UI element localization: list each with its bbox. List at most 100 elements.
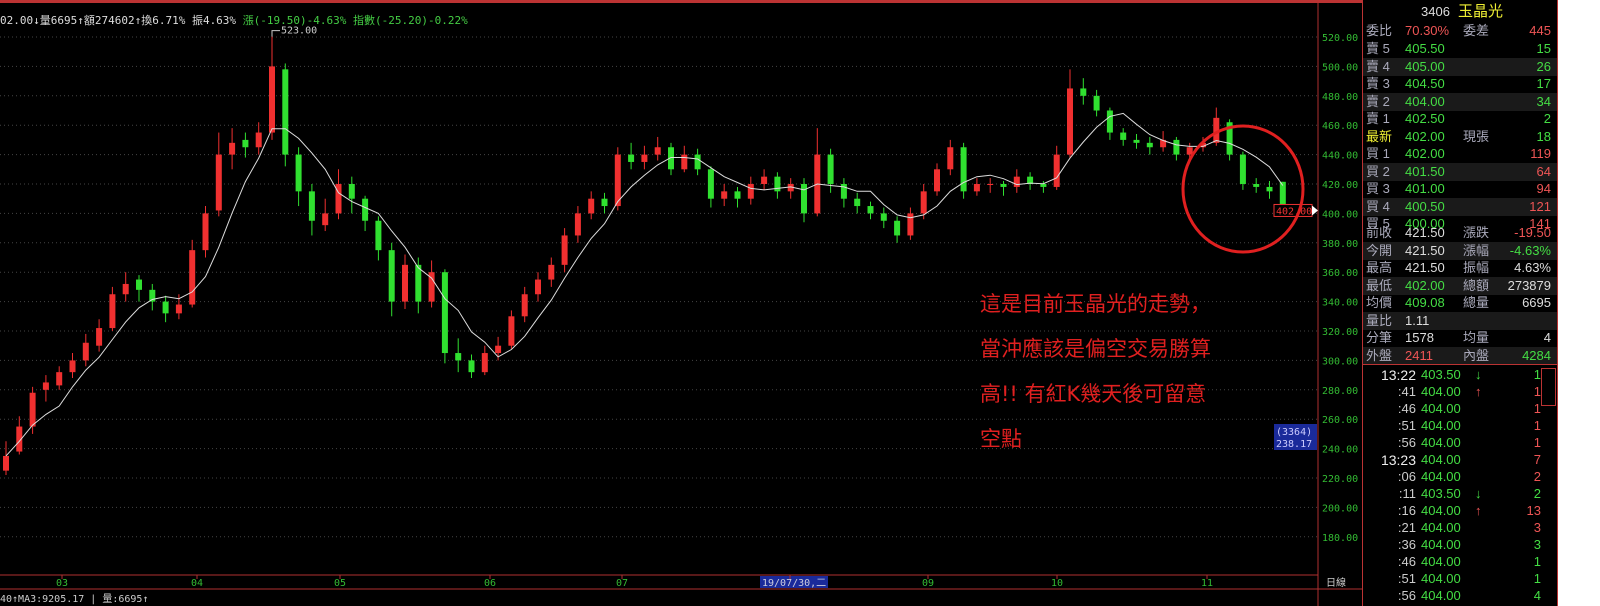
y-tick-label: 240.00 <box>1322 445 1358 456</box>
candle-body <box>1226 122 1233 155</box>
ask-row[interactable]: 賣 2 404.00 34 <box>1363 92 1557 111</box>
tick-row: :21 404.00 3 <box>1363 519 1557 537</box>
candle-body <box>1080 88 1087 96</box>
value: 2411 <box>1405 347 1433 363</box>
candlestick-chart[interactable]: 02.00↓量6695↑額274602↑換6.71% 振4.63% 漲(-19.… <box>0 0 1362 606</box>
tick-price: 403.50 <box>1421 486 1461 501</box>
value: 421.50 <box>1405 225 1445 240</box>
price: 401.00 <box>1405 181 1445 196</box>
candle-body <box>1040 184 1047 187</box>
candle-body <box>242 139 249 148</box>
y-tick-label: 520.00 <box>1322 33 1358 44</box>
tick-row: :46 404.00 1 <box>1363 400 1557 418</box>
value: -19.50 <box>1514 225 1551 240</box>
bid-row[interactable]: 買 4 400.50 121 <box>1363 197 1557 216</box>
label: 賣 3 <box>1366 76 1390 91</box>
candle-body <box>495 345 502 354</box>
price: 400.50 <box>1405 198 1445 214</box>
qty: 26 <box>1536 58 1551 74</box>
label: 內盤 <box>1463 347 1490 363</box>
stat-row: 最低 402.00 總額 273879 <box>1363 276 1557 295</box>
y-tick-label: 460.00 <box>1322 121 1358 132</box>
bid-row[interactable]: 買 5 400.00 141 <box>1363 215 1557 233</box>
tick-arrow-icon: ↑ <box>1475 384 1482 399</box>
candle-body <box>614 154 621 207</box>
ask-row[interactable]: 賣 1 402.50 2 <box>1363 110 1557 128</box>
candle-body <box>628 154 635 162</box>
candle-body <box>29 392 36 427</box>
candle-body <box>521 294 528 317</box>
tick-row: 13:22 403.50 ↓ 1 <box>1363 366 1557 384</box>
tick-row: :56 404.00 4 <box>1363 587 1557 605</box>
tick-qty: 7 <box>1533 452 1541 467</box>
value: 1.11 <box>1405 312 1430 328</box>
candle-body <box>880 213 887 221</box>
qty: 141 <box>1529 216 1551 231</box>
candle-body <box>295 154 302 192</box>
candle-body <box>973 184 980 192</box>
price-info: 02.00↓量6695↑額274602↑換6.71% 振4.63% <box>0 14 237 27</box>
price: 405.00 <box>1405 58 1445 74</box>
label: 賣 2 <box>1366 93 1390 109</box>
tick-row: :51 404.00 1 <box>1363 417 1557 435</box>
candle-body <box>415 264 422 302</box>
candle-body <box>1027 176 1034 184</box>
price: 400.00 <box>1405 216 1445 231</box>
quote-header: 02.00↓量6695↑額274602↑換6.71% 振4.63% 漲(-19.… <box>0 12 468 28</box>
candle-body <box>654 147 661 155</box>
y-tick-label: 340.00 <box>1322 298 1358 309</box>
y-tick-label: 180.00 <box>1322 533 1358 544</box>
candle-body <box>82 342 89 361</box>
x-tick-label: 05 <box>334 578 346 589</box>
last-price-row: 最新 402.00 現張 18 <box>1363 128 1557 146</box>
ask-row[interactable]: 賣 5 405.50 15 <box>1363 40 1557 58</box>
stat-row: 前收 421.50 漲跌 -19.50 <box>1363 224 1557 242</box>
label: 買 2 <box>1366 163 1390 179</box>
candle-body <box>1279 181 1286 211</box>
candle-body <box>668 147 674 170</box>
candle-body <box>402 264 408 302</box>
y-tick-label: 440.00 <box>1322 151 1358 162</box>
candle-body <box>69 360 76 373</box>
candle-body <box>947 147 954 170</box>
candle-body <box>1000 184 1007 187</box>
tick-price: 404.00 <box>1421 452 1461 467</box>
qty: 94 <box>1536 181 1551 196</box>
candle-body <box>641 154 648 162</box>
candle-body <box>867 206 874 214</box>
candle-body <box>1053 154 1060 187</box>
bid-row[interactable]: 買 1 402.00 119 <box>1363 145 1557 163</box>
high-label: 523.00 <box>281 26 317 37</box>
period-label: 日線 <box>1326 576 1346 589</box>
scroll-buttons[interactable] <box>1541 368 1556 406</box>
candle-body <box>508 316 515 346</box>
tick-qty: 1 <box>1533 554 1541 569</box>
candle-body <box>960 147 967 192</box>
tick-qty: 3 <box>1533 537 1541 552</box>
candle-body <box>721 191 728 199</box>
tick-qty: 1 <box>1533 418 1541 433</box>
label: 買 3 <box>1366 181 1390 196</box>
candle-body <box>1146 142 1153 148</box>
tick-row: :06 404.00 2 <box>1363 468 1557 486</box>
label: 委差 <box>1463 23 1490 38</box>
qty: 34 <box>1536 93 1551 109</box>
candle-body <box>1186 147 1193 155</box>
ask-row[interactable]: 賣 3 404.50 17 <box>1363 75 1557 93</box>
tick-row: :56 404.00 1 <box>1363 434 1557 452</box>
ask-row[interactable]: 賣 4 405.00 26 <box>1363 57 1557 76</box>
label: 買 1 <box>1366 146 1390 161</box>
y-tick-label: 220.00 <box>1322 474 1358 485</box>
candle-body <box>854 198 861 207</box>
qty: 119 <box>1530 146 1551 161</box>
value: 4 <box>1543 330 1551 345</box>
label: 賣 4 <box>1366 58 1390 74</box>
candle-body <box>747 184 754 199</box>
y-tick-label: 400.00 <box>1322 209 1358 220</box>
label: 均價 <box>1366 295 1393 310</box>
qty: 2 <box>1543 111 1551 126</box>
tick-qty: 13 <box>1526 503 1541 518</box>
bid-row[interactable]: 買 3 401.00 94 <box>1363 180 1557 198</box>
candle-body <box>694 154 701 170</box>
bid-row[interactable]: 買 2 401.50 64 <box>1363 162 1557 181</box>
